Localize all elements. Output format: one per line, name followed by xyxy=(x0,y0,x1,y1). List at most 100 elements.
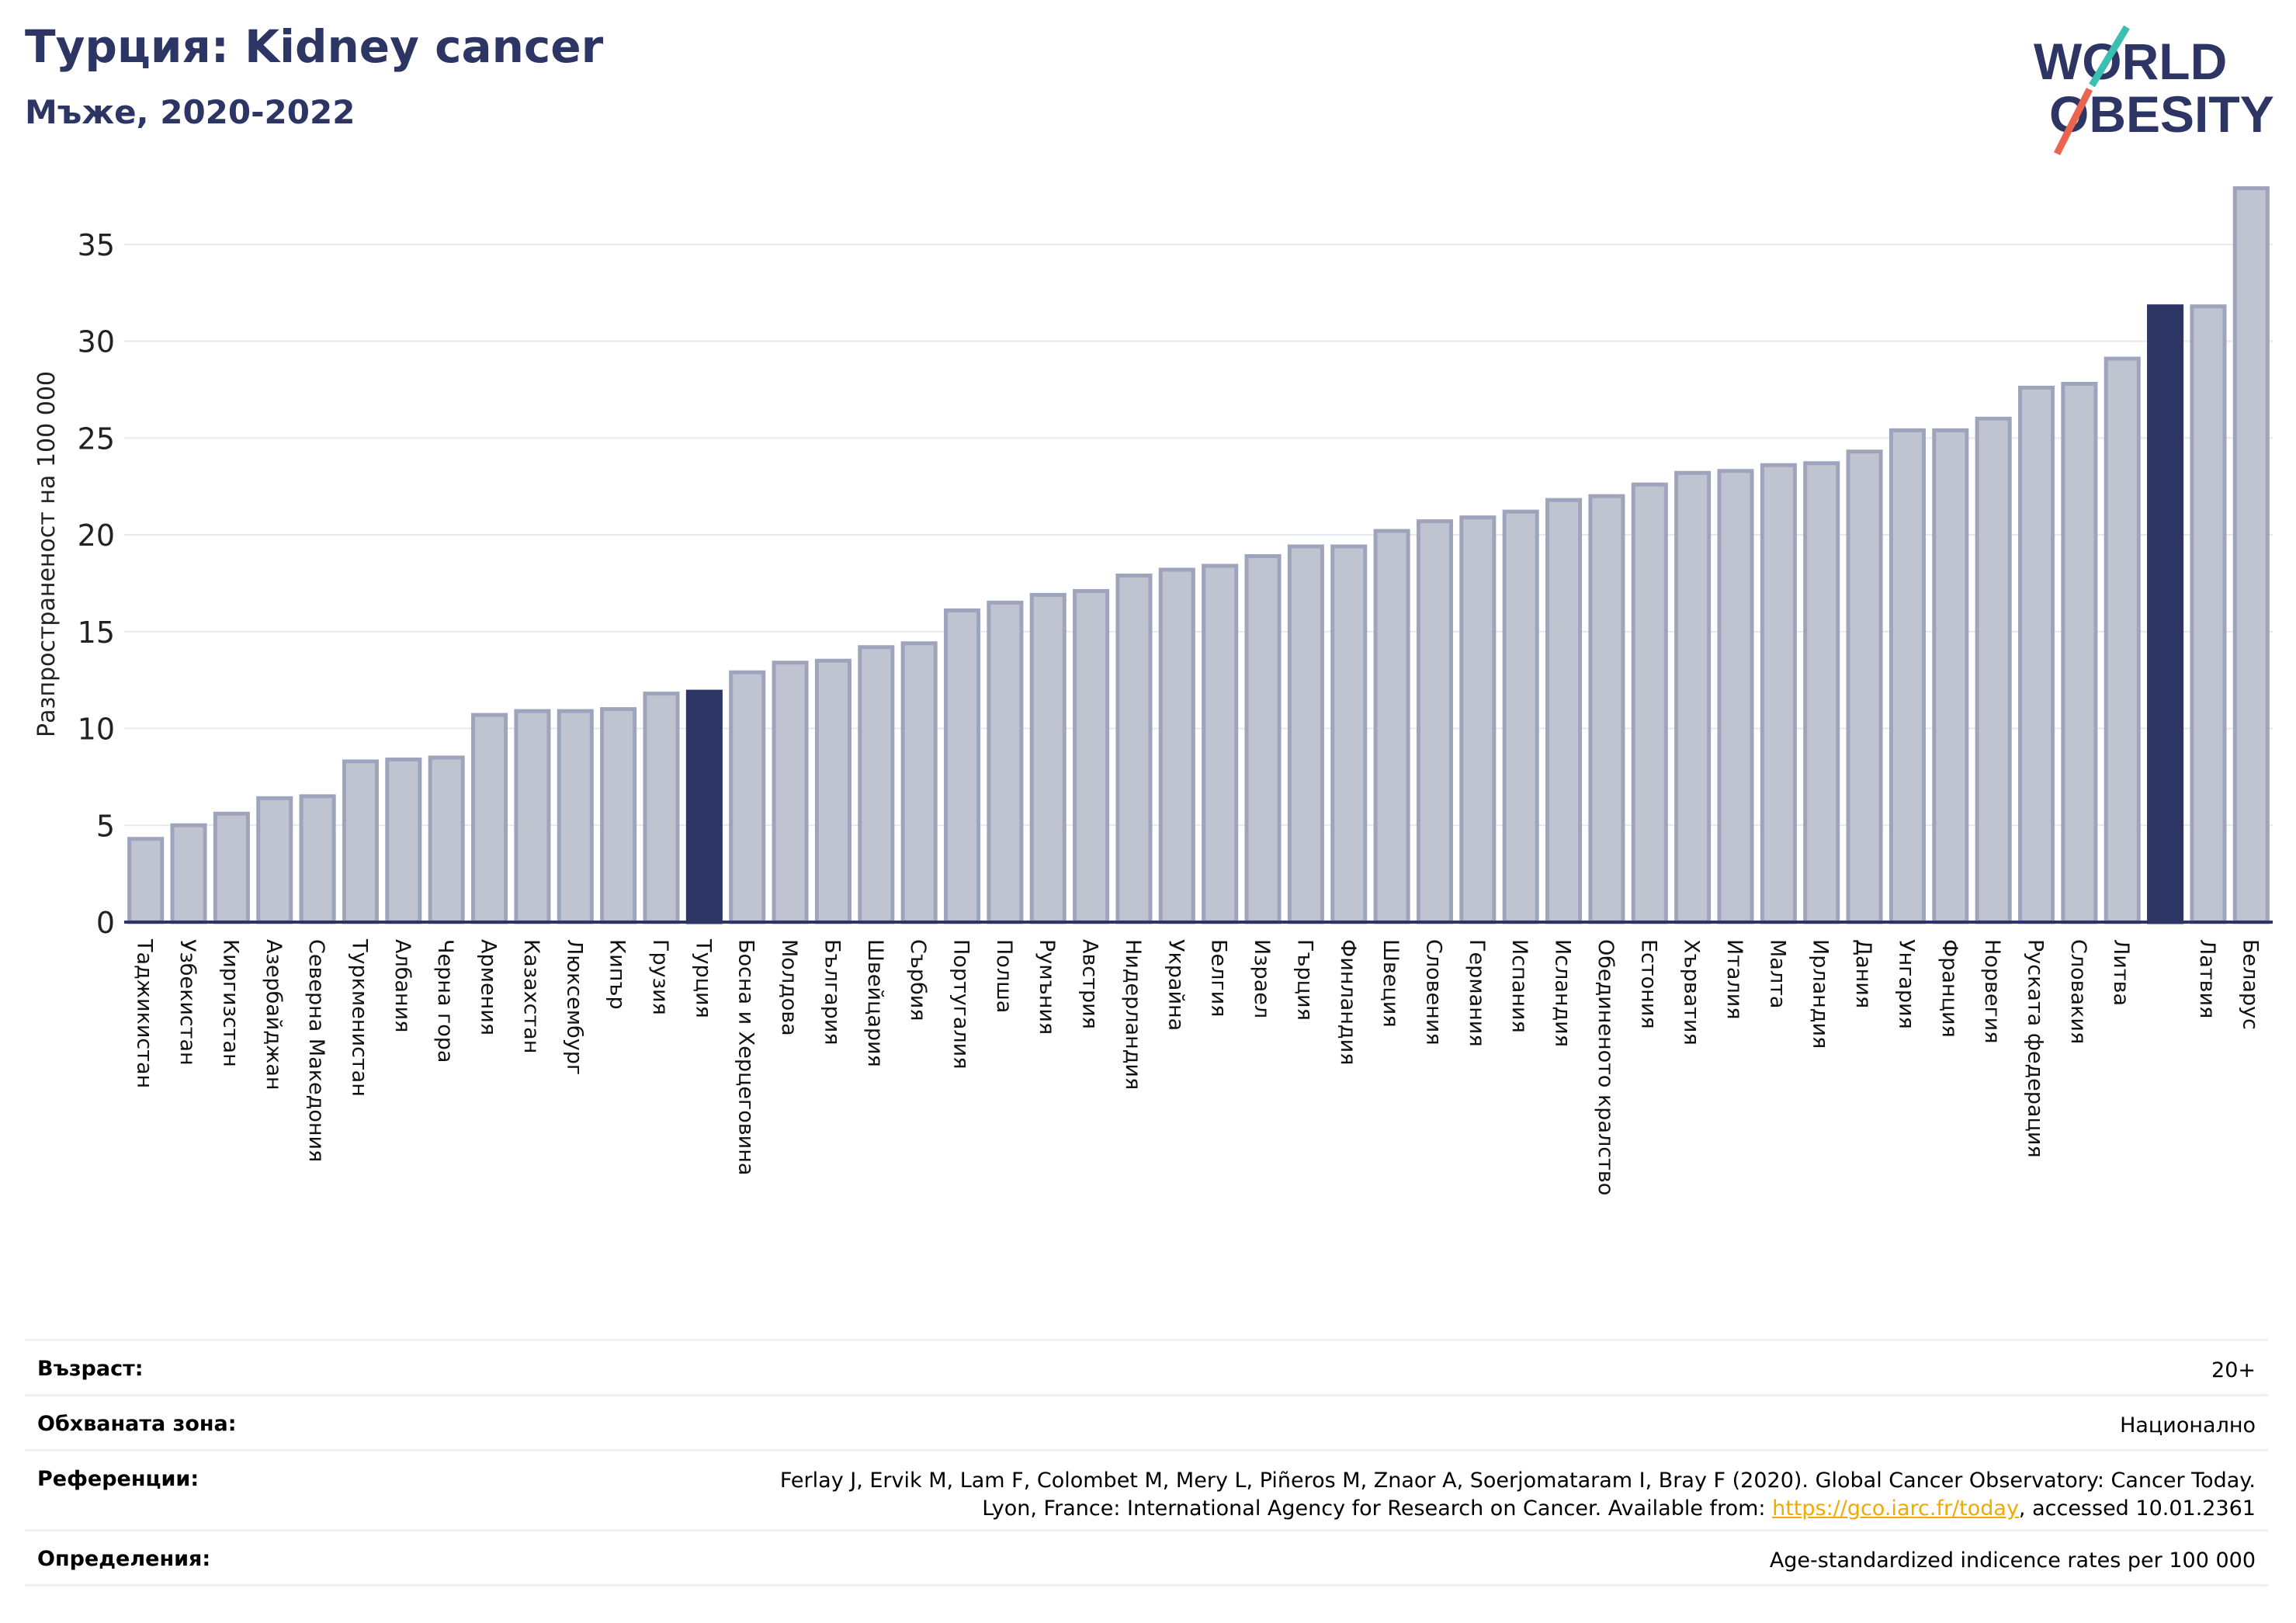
bar xyxy=(1545,498,1583,924)
references-value: Ferlay J, Ervik M, Lam F, Colombet M, Me… xyxy=(780,1467,2256,1523)
x-tick-label: Узбекистан xyxy=(175,939,199,1066)
x-tick-label: Малта xyxy=(1765,939,1789,1008)
bar xyxy=(557,709,594,924)
logo-word-1: WORLD xyxy=(2034,33,2227,90)
bar xyxy=(2104,356,2141,924)
area-label: Обхваната зона: xyxy=(37,1412,237,1436)
area-value: Национално xyxy=(2120,1413,2256,1437)
meta-row-area: Обхваната зона: Национално xyxy=(25,1394,2268,1449)
bar xyxy=(170,823,207,924)
bar xyxy=(1330,544,1368,924)
y-axis-label: Разпространеност на 100 000 xyxy=(33,371,61,737)
bar xyxy=(1631,482,1668,924)
x-tick-label: Нидерландия xyxy=(1121,939,1145,1090)
bar xyxy=(814,658,851,924)
y-tick-label: 0 xyxy=(96,906,115,940)
x-tick-label: Хърватия xyxy=(1680,939,1704,1046)
y-tick-label: 15 xyxy=(78,616,115,650)
bar xyxy=(729,670,766,924)
x-tick-label: Сърбия xyxy=(906,939,930,1021)
bar xyxy=(2017,385,2055,924)
x-tick-label: Украйна xyxy=(1164,939,1188,1031)
x-tick-label: Албания xyxy=(390,939,414,1032)
bar xyxy=(428,755,465,924)
x-tick-label: Испания xyxy=(1507,939,1531,1033)
x-tick-label: Армения xyxy=(477,939,501,1035)
meta-row-age: Възраст: 20+ xyxy=(25,1339,2268,1394)
bar xyxy=(1115,573,1153,924)
bar xyxy=(600,707,637,924)
x-tick-label: Черна гора xyxy=(433,939,457,1063)
references-link[interactable]: https://gco.iarc.fr/today xyxy=(1772,1496,2019,1521)
x-tick-label: Германия xyxy=(1465,939,1489,1047)
x-tick-label: България xyxy=(820,939,844,1046)
bar xyxy=(1588,494,1625,924)
x-tick-label: Швейцария xyxy=(863,939,887,1067)
x-tick-label: Дания xyxy=(1851,939,1875,1008)
x-tick-label: Словакия xyxy=(2066,939,2090,1044)
bar xyxy=(943,608,981,924)
x-tick-label: Киргизстан xyxy=(218,939,242,1067)
bar xyxy=(1373,529,1410,924)
bar xyxy=(1932,428,1969,924)
bar xyxy=(1803,461,1840,924)
bar xyxy=(1073,588,1110,924)
references-line-2b: , accessed 10.01.2361 xyxy=(2018,1496,2256,1521)
bar xyxy=(1717,469,1754,924)
x-tick-label: Норвегия xyxy=(1980,939,2004,1043)
metadata-table: Възраст: 20+ Обхваната зона: Национално … xyxy=(25,1339,2268,1587)
bar xyxy=(1459,515,1497,924)
definitions-label: Определения: xyxy=(37,1547,211,1571)
bar xyxy=(987,600,1024,924)
meta-row-definitions: Определения: Age-standardized indicence … xyxy=(25,1529,2268,1587)
y-tick-label: 20 xyxy=(78,518,115,553)
bar xyxy=(1029,592,1066,924)
bar xyxy=(127,837,165,924)
bar xyxy=(685,689,723,924)
x-tick-label: Белгия xyxy=(1207,939,1231,1017)
bar xyxy=(643,692,680,924)
x-tick-label: Казахстан xyxy=(519,939,543,1053)
x-tick-label: Румъния xyxy=(1035,939,1059,1035)
bar-chart: 0 5 10 15 20 25 30 35 Разпространеност на 100 00… xyxy=(33,186,2273,1195)
x-tick-label: Молдова xyxy=(777,939,801,1036)
x-tick-label: Грузия xyxy=(648,939,672,1015)
bar xyxy=(1202,564,1239,924)
bar xyxy=(514,709,551,924)
bar xyxy=(2061,381,2098,924)
x-tick-label: Туркменистан xyxy=(347,938,371,1097)
bar xyxy=(342,759,380,924)
x-tick-label: Таджикистан xyxy=(133,938,157,1088)
x-tick-label: Литва xyxy=(2109,939,2133,1006)
bar xyxy=(1975,416,2012,924)
bar xyxy=(1846,449,1883,924)
x-tick-label: Израел xyxy=(1250,939,1274,1018)
y-tick-label: 35 xyxy=(78,228,115,262)
bar xyxy=(2190,304,2227,924)
x-tick-label: Словения xyxy=(1421,939,1445,1046)
x-tick-label: Австрия xyxy=(1078,939,1102,1029)
y-tick-label: 25 xyxy=(78,421,115,456)
y-tick-label: 30 xyxy=(78,325,115,359)
x-tick-label: Обединеното кралство xyxy=(1594,939,1618,1195)
age-value: 20+ xyxy=(2211,1358,2256,1382)
bar xyxy=(1416,519,1454,924)
x-tick-label: Естония xyxy=(1636,939,1660,1029)
bar xyxy=(299,794,336,924)
x-tick-label: Полша xyxy=(992,939,1016,1013)
x-tick-label: Ирландия xyxy=(1809,939,1833,1049)
bar xyxy=(900,641,938,924)
definitions-value: Age-standardized indicence rates per 100… xyxy=(1769,1548,2256,1573)
page-title: Турция: Kidney cancer xyxy=(25,20,604,73)
x-tick-label: Исландия xyxy=(1551,939,1575,1047)
bar xyxy=(2147,304,2184,924)
x-tick-label: Швеция xyxy=(1379,939,1403,1028)
x-tick-label: Северна Македония xyxy=(304,939,328,1162)
references-line-2a: Lyon, France: International Agency for R… xyxy=(982,1496,1773,1521)
bar xyxy=(213,811,250,924)
x-tick-label: Гърция xyxy=(1292,939,1316,1021)
bar xyxy=(385,757,422,924)
bar xyxy=(772,661,809,924)
references-label: Референции: xyxy=(37,1467,199,1491)
x-tick-label: Босна и Херцеговина xyxy=(734,939,758,1175)
